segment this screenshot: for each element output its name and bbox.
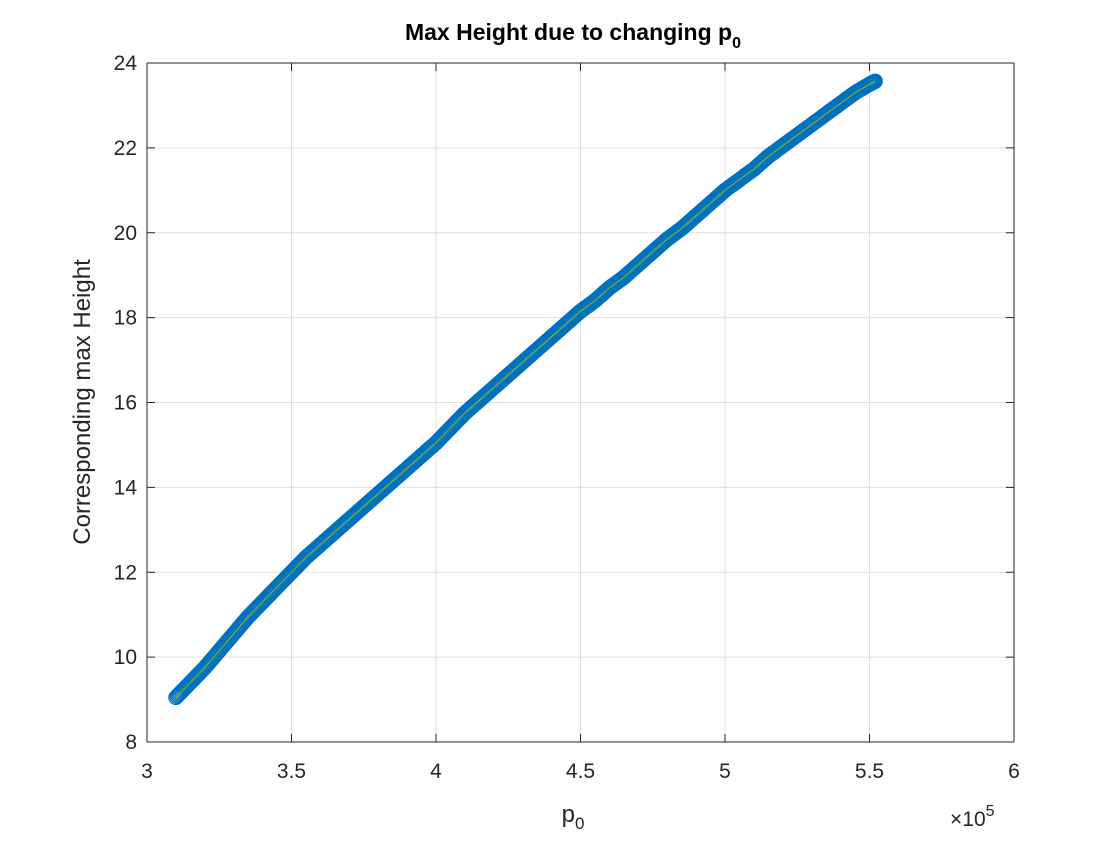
data-points [168,73,883,706]
y-tick-label: 20 [114,222,137,245]
data-point [867,73,883,89]
x-axis-label: p0 [562,801,585,833]
y-tick-label: 24 [114,52,138,75]
y-axis-label: Corresponding max Height [69,259,96,545]
x-tick-label: 5 [719,760,731,783]
x-tick-label: 4.5 [566,760,595,783]
y-tick-label: 8 [125,731,137,754]
y-tick-label: 14 [114,476,138,499]
fit-line-layer [175,80,876,698]
chart-title: Max Height due to changing p0 [405,19,741,52]
x-tick-label: 3 [141,760,153,783]
x-tick-label: 5.5 [855,760,884,783]
y-tick-label: 16 [114,392,137,415]
y-tick-label: 22 [114,137,137,160]
fit-line [175,80,876,698]
x-tick-label: 6 [1008,760,1020,783]
y-tick-label: 12 [114,561,137,584]
x-exponent-label: ×105 [950,803,995,831]
y-tick-label: 10 [114,646,137,669]
x-tick-label: 4 [430,760,442,783]
axes: 3 3.5 4 4.5 5 5.5 6 8 10 12 14 16 18 20 22 24 [114,52,1020,783]
x-tick-label: 3.5 [277,760,306,783]
y-tick-label: 18 [114,307,137,330]
